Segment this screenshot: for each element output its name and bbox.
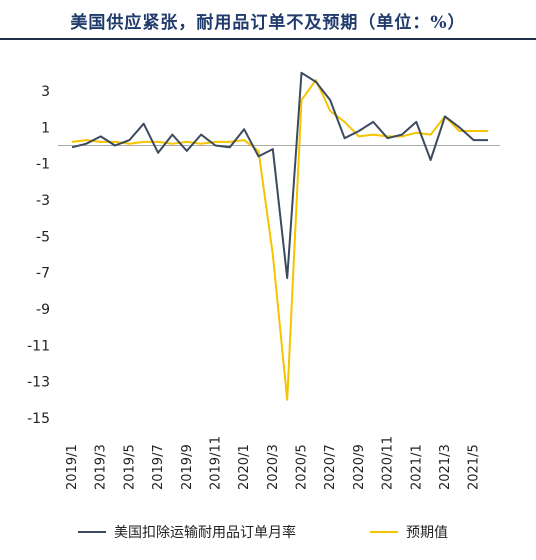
x-tick-label: 2021/5: [467, 444, 482, 490]
legend-item-expected-label: 预期值: [406, 525, 448, 541]
x-tick-label: 2021/3: [438, 444, 453, 490]
x-tick-label: 2019/9: [180, 444, 195, 490]
chart-title: 美国供应紧张，耐用品订单不及预期（单位：%）: [70, 13, 466, 33]
y-tick-label: -5: [36, 229, 50, 245]
y-tick-label: -3: [36, 193, 50, 209]
x-tick-label: 2021/1: [409, 444, 424, 490]
x-tick-label: 2019/3: [94, 444, 109, 490]
x-axis-ticks: 2019/1 2019/3 2019/5 2019/7 2019/9 2019/11 202…: [65, 436, 482, 490]
x-tick-label: 2019/5: [122, 444, 137, 490]
x-tick-label: 2019/7: [151, 444, 166, 490]
legend-item-actual-label: 美国扣除运输耐用品订单月率: [114, 524, 296, 541]
y-axis-ticks: 3 1 -1 -3 -5 -7 -9 -11 -13 -15: [27, 84, 50, 427]
y-tick-label: -1: [36, 157, 50, 173]
x-tick-label: 2019/1: [65, 444, 80, 490]
x-tick-label: 2019/11: [208, 436, 223, 490]
x-tick-label: 2020/5: [295, 444, 310, 490]
y-tick-label: -9: [36, 302, 50, 318]
x-tick-label: 2020/11: [381, 436, 396, 490]
legend: 美国扣除运输耐用品订单月率 预期值: [78, 524, 448, 541]
y-tick-label: -7: [36, 266, 50, 282]
x-tick-label: 2020/7: [323, 444, 338, 490]
y-tick-label: -11: [27, 338, 50, 354]
series-line-actual: [71, 71, 488, 280]
series-layer: [71, 71, 488, 401]
x-tick-label: 2020/1: [237, 444, 252, 490]
title-divider: [0, 38, 536, 40]
x-tick-label: 2020/3: [266, 444, 281, 490]
y-tick-label: -15: [27, 411, 50, 427]
series-line-expected: [71, 79, 488, 401]
y-tick-label: 3: [41, 84, 50, 100]
x-tick-label: 2020/9: [352, 444, 367, 490]
y-tick-label: 1: [41, 120, 50, 136]
y-tick-label: -13: [27, 375, 50, 391]
